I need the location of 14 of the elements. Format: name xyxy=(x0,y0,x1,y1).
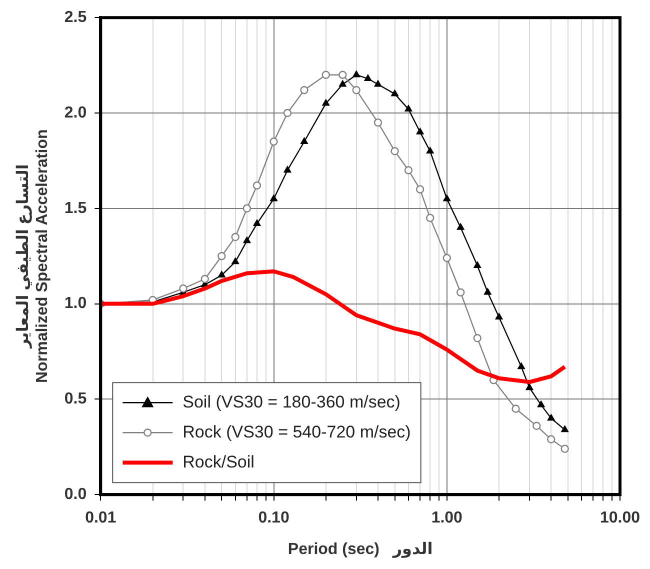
x-tick-label: 0.10 xyxy=(258,510,290,527)
y-tick-label: 1.0 xyxy=(64,295,87,312)
y-tick-label: 1.5 xyxy=(64,200,87,217)
legend-label: Rock/Soil xyxy=(182,452,254,472)
x-tick-label: 1.00 xyxy=(431,510,463,527)
y-tick-label: 0.0 xyxy=(64,486,87,504)
x-tick-label: 0.01 xyxy=(85,510,116,527)
y-tick-label: 0.5 xyxy=(64,390,87,408)
legend-label: Soil (VS30 = 180-360 m/sec) xyxy=(182,392,400,412)
legend-label: Rock (VS30 = 540-720 m/sec) xyxy=(182,422,411,442)
x-tick-label: 10.00 xyxy=(600,510,640,527)
x-axis-title: Period (sec) الدور xyxy=(288,540,433,558)
y-tick-label: 2.0 xyxy=(64,104,87,122)
y-tick-label: 2.5 xyxy=(64,9,87,26)
